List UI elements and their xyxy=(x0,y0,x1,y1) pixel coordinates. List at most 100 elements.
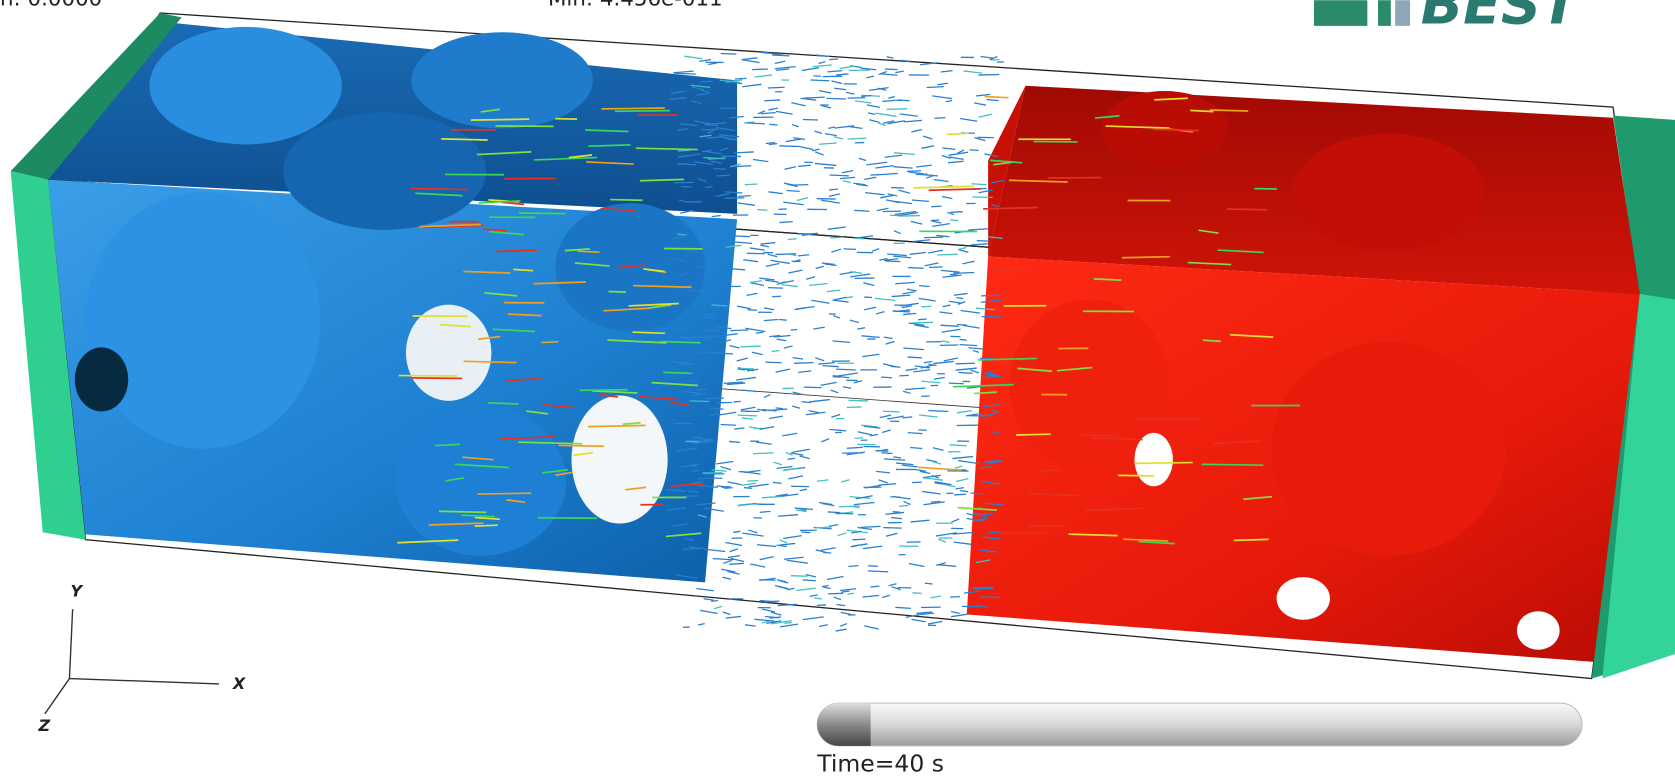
arrow xyxy=(412,378,462,379)
arrow xyxy=(911,221,922,224)
arrow xyxy=(753,453,774,454)
arrow xyxy=(813,65,832,67)
arrow xyxy=(766,143,775,144)
arrow xyxy=(728,482,742,485)
arrow xyxy=(885,341,894,344)
arrow xyxy=(864,626,878,629)
min-label: Min: 4.456e-011 xyxy=(548,0,723,12)
arrow xyxy=(981,57,994,59)
arrow xyxy=(949,301,961,303)
arrow xyxy=(775,67,796,69)
arrow xyxy=(956,488,964,489)
arrow xyxy=(747,123,765,124)
arrow xyxy=(783,469,797,471)
arrow xyxy=(932,221,941,223)
arrow xyxy=(885,512,904,514)
arrow xyxy=(868,566,878,567)
arrow xyxy=(904,120,922,122)
arrow xyxy=(958,248,966,250)
arrow xyxy=(811,300,829,303)
arrow xyxy=(986,100,998,101)
arrow xyxy=(879,484,896,485)
arrow xyxy=(780,540,787,543)
arrow xyxy=(918,319,927,320)
arrow xyxy=(729,563,744,564)
blob xyxy=(150,27,342,145)
arrow xyxy=(836,604,845,605)
arrow xyxy=(747,293,758,295)
arrow xyxy=(868,571,888,572)
arrow xyxy=(883,528,902,529)
arrow xyxy=(933,361,953,363)
arrow xyxy=(768,409,787,410)
arrow xyxy=(989,532,1002,533)
arrow xyxy=(819,143,837,144)
arrow xyxy=(950,157,964,159)
arrow xyxy=(742,84,761,86)
arrow xyxy=(893,256,911,258)
gap xyxy=(1134,433,1172,486)
arrow xyxy=(866,162,887,165)
arrow xyxy=(887,254,907,256)
arrow xyxy=(738,196,751,197)
arrow xyxy=(827,71,842,72)
min-label: n: 0.0000 xyxy=(0,0,102,12)
arrow xyxy=(760,245,769,246)
arrow xyxy=(827,290,840,291)
arrow xyxy=(684,56,702,59)
arrow xyxy=(833,297,847,300)
arrow xyxy=(721,424,736,425)
arrow xyxy=(764,308,774,310)
arrow xyxy=(963,71,982,73)
arrow xyxy=(940,325,958,326)
arrow xyxy=(855,101,871,103)
arrow xyxy=(921,146,934,149)
arrow xyxy=(876,113,897,116)
arrow xyxy=(756,442,771,444)
arrow xyxy=(721,487,730,488)
arrow xyxy=(912,322,933,323)
arrow xyxy=(673,71,693,73)
arrow xyxy=(941,71,953,72)
arrow xyxy=(928,621,942,624)
arrow xyxy=(954,494,966,495)
arrow xyxy=(879,480,888,483)
logo-block xyxy=(1378,0,1391,26)
arrow xyxy=(749,484,769,487)
arrow xyxy=(728,556,740,558)
arrow xyxy=(905,388,926,389)
arrow xyxy=(798,165,811,166)
arrow xyxy=(768,192,782,194)
arrow xyxy=(798,255,809,256)
arrow xyxy=(840,66,855,68)
logo-block xyxy=(1395,0,1410,26)
arrow xyxy=(829,194,840,197)
arrow xyxy=(976,94,990,96)
arrow xyxy=(823,587,830,588)
arrow xyxy=(711,600,718,601)
arrow xyxy=(705,187,713,188)
arrow xyxy=(742,533,763,536)
arrow xyxy=(959,345,977,346)
arrow xyxy=(968,229,988,230)
arrow xyxy=(800,147,813,150)
arrow xyxy=(750,248,765,250)
logo-text: BEST xyxy=(1421,0,1583,38)
arrow xyxy=(895,607,911,608)
arrow xyxy=(903,348,924,350)
arrow xyxy=(919,286,929,287)
arrow xyxy=(913,240,930,242)
arrow xyxy=(960,339,967,340)
arrow xyxy=(721,54,737,55)
arrow xyxy=(538,518,597,519)
arrow xyxy=(887,57,894,58)
arrow xyxy=(896,463,913,465)
arrow xyxy=(829,189,838,190)
arrow xyxy=(850,274,870,277)
arrow xyxy=(784,346,793,348)
blob xyxy=(411,32,593,128)
arrow xyxy=(840,589,856,591)
arrow xyxy=(818,363,835,364)
arrow xyxy=(836,629,847,631)
arrow xyxy=(794,363,813,364)
